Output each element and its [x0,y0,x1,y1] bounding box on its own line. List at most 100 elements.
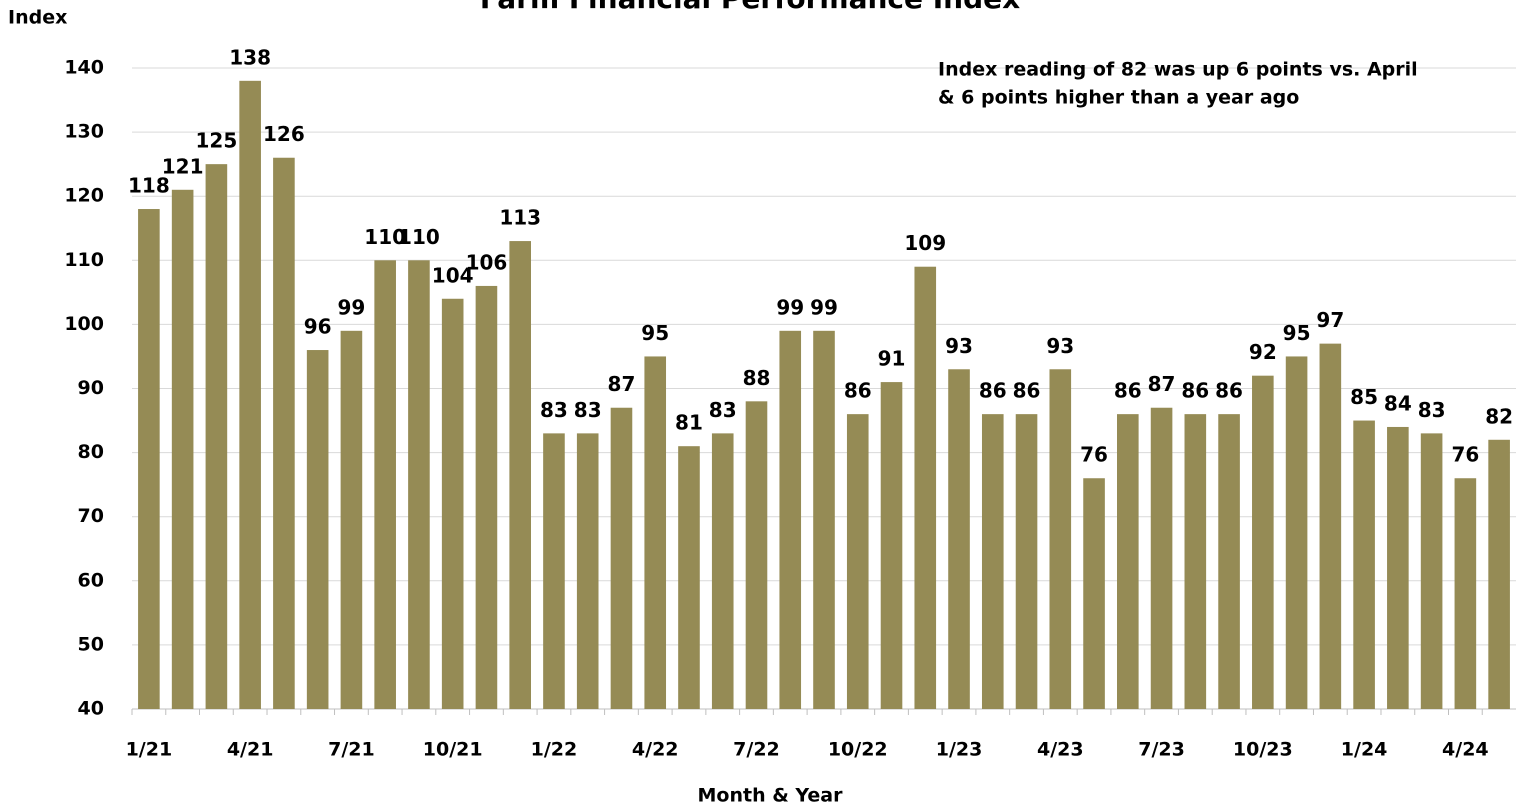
value-label: 118 [128,174,170,198]
value-label: 85 [1350,385,1378,409]
value-label: 95 [1283,321,1311,345]
x-tick-label: 1/23 [936,739,983,761]
bar [1049,369,1072,709]
value-label: 83 [574,398,602,422]
bar [981,414,1004,709]
bar [1285,356,1308,709]
bar [408,260,430,709]
value-label: 84 [1384,391,1412,415]
value-label: 106 [466,250,508,274]
bar [1015,414,1038,709]
x-tick-label: 1/21 [126,739,173,761]
bar [171,189,194,710]
x-tick-label: 10/21 [423,739,483,761]
bar [138,209,160,709]
x-tick-label: 4/23 [1037,739,1084,761]
bar [205,164,228,709]
value-label: 88 [743,366,771,390]
value-label: 86 [1181,379,1209,403]
bar [441,298,464,709]
value-label: 121 [162,154,204,178]
value-label: 83 [709,398,737,422]
y-tick-label: 100 [64,313,104,335]
y-tick-label: 50 [78,633,104,655]
x-tick-label: 7/23 [1138,739,1185,761]
bar [576,433,599,709]
value-label: 113 [499,206,541,230]
value-label: 110 [364,225,406,249]
y-tick-label: 70 [78,505,104,527]
value-label: 87 [1148,372,1176,396]
bar [1184,414,1207,709]
bar [914,266,937,709]
value-label: 93 [945,334,973,358]
y-tick-label: 90 [78,377,104,399]
bar [1387,426,1409,709]
bar [374,260,396,709]
value-label: 76 [1451,443,1479,467]
bar [745,401,768,709]
x-tick-label: 4/24 [1442,739,1489,761]
y-tick-label: 80 [78,441,104,463]
value-label: 95 [641,321,669,345]
value-label: 99 [776,295,804,319]
value-label: 104 [432,263,474,287]
bar [813,330,835,709]
value-label: 86 [979,379,1007,403]
x-tick-label: 1/22 [531,739,578,761]
bar [1083,478,1105,709]
value-label: 110 [398,225,440,249]
bar [1252,375,1274,709]
value-label: 109 [904,231,946,255]
value-label: 97 [1316,308,1344,332]
bar [644,356,667,709]
bar [779,330,802,709]
value-label: 83 [1418,398,1446,422]
value-label: 93 [1046,334,1074,358]
bar [239,80,261,709]
value-label: 99 [810,295,838,319]
value-label: 86 [1013,379,1041,403]
y-tick-label: 40 [78,698,104,720]
value-label: 92 [1249,340,1277,364]
value-label: 138 [229,45,271,69]
bar [846,414,869,709]
x-tick-label: 4/22 [632,739,679,761]
y-axis-label: Index [8,7,67,29]
value-label: 125 [196,129,238,153]
bar [1353,420,1375,709]
bar [1150,407,1173,709]
bar [1319,343,1342,709]
value-label: 86 [1215,379,1243,403]
bar [1420,433,1443,709]
value-label: 96 [304,315,332,339]
bar [509,241,531,709]
bar [880,382,903,709]
y-tick-label: 120 [64,185,104,207]
annotation: Index reading of 82 was up 6 points vs. … [938,59,1418,81]
bar [306,350,329,709]
bar [948,369,970,709]
x-axis-label: Month & Year [698,785,844,807]
y-tick-label: 110 [64,249,104,271]
y-tick-label: 60 [78,569,104,591]
x-tick-label: 1/24 [1341,739,1388,761]
x-tick-label: 10/23 [1233,739,1293,761]
annotation: & 6 points higher than a year ago [938,87,1299,109]
bar [1488,439,1510,709]
value-label: 99 [337,295,365,319]
bar [1218,414,1240,709]
value-label: 91 [878,347,906,371]
bar [1117,414,1139,709]
value-label: 86 [844,379,872,403]
bar [678,446,700,709]
value-label: 87 [608,372,636,396]
value-label: 86 [1114,379,1142,403]
x-tick-label: 10/22 [828,739,888,761]
value-label: 126 [263,122,305,146]
x-tick-label: 4/21 [227,739,274,761]
chart-title: Farm Financial Performance Index [480,0,1020,15]
value-label: 76 [1080,443,1108,467]
x-tick-label: 7/22 [733,739,780,761]
